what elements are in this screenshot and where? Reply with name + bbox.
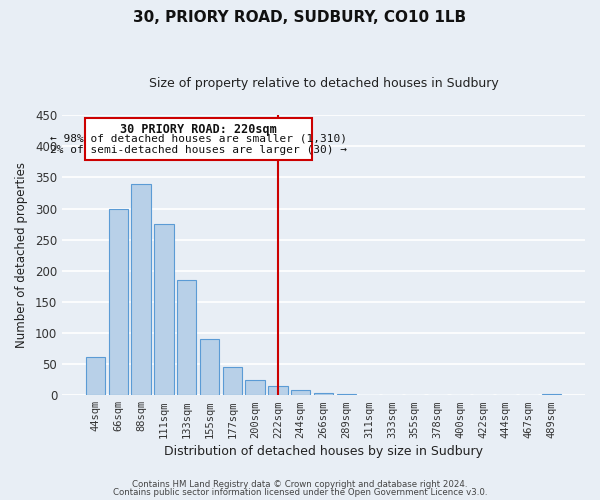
Text: Contains public sector information licensed under the Open Government Licence v3: Contains public sector information licen… bbox=[113, 488, 487, 497]
Bar bbox=[131, 184, 151, 395]
Text: 2% of semi-detached houses are larger (30) →: 2% of semi-detached houses are larger (3… bbox=[50, 145, 347, 155]
Bar bbox=[154, 224, 173, 395]
Bar bbox=[359, 394, 379, 395]
X-axis label: Distribution of detached houses by size in Sudbury: Distribution of detached houses by size … bbox=[164, 444, 483, 458]
Bar bbox=[200, 339, 219, 395]
Bar bbox=[268, 386, 287, 395]
Bar bbox=[337, 394, 356, 395]
Text: Contains HM Land Registry data © Crown copyright and database right 2024.: Contains HM Land Registry data © Crown c… bbox=[132, 480, 468, 489]
Bar bbox=[177, 280, 196, 395]
Text: 30, PRIORY ROAD, SUDBURY, CO10 1LB: 30, PRIORY ROAD, SUDBURY, CO10 1LB bbox=[133, 10, 467, 25]
Bar bbox=[291, 390, 310, 395]
FancyBboxPatch shape bbox=[85, 118, 312, 160]
Text: 30 PRIORY ROAD: 220sqm: 30 PRIORY ROAD: 220sqm bbox=[121, 122, 277, 136]
Bar bbox=[109, 208, 128, 395]
Bar bbox=[245, 380, 265, 395]
Bar bbox=[382, 394, 401, 395]
Bar bbox=[223, 367, 242, 395]
Title: Size of property relative to detached houses in Sudbury: Size of property relative to detached ho… bbox=[149, 78, 499, 90]
Bar bbox=[314, 394, 333, 395]
Bar bbox=[542, 394, 561, 395]
Y-axis label: Number of detached properties: Number of detached properties bbox=[15, 162, 28, 348]
Bar bbox=[86, 356, 105, 395]
Text: ← 98% of detached houses are smaller (1,310): ← 98% of detached houses are smaller (1,… bbox=[50, 134, 347, 144]
